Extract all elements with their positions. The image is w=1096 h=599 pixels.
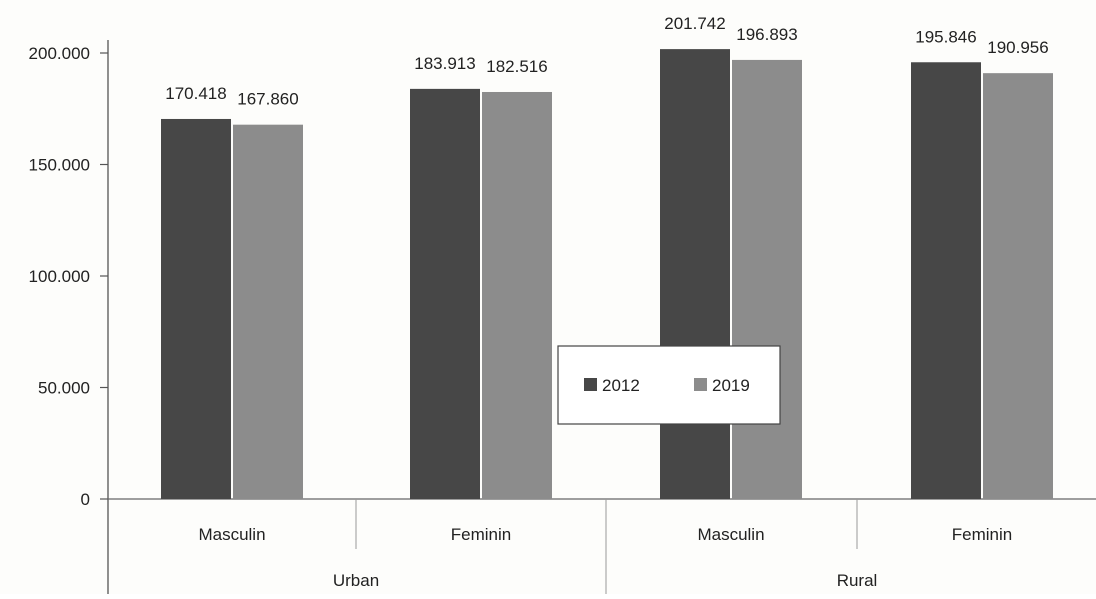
x-group-label: Rural xyxy=(837,571,878,590)
data-label: 183.913 xyxy=(414,54,475,73)
legend-swatch-2019 xyxy=(694,378,707,391)
data-label: 167.860 xyxy=(237,90,298,109)
bar-2012 xyxy=(161,118,231,499)
axes: 0 50.000 100.000 150.000 200.000 Masculin Femi… xyxy=(29,40,1096,594)
legend-label: 2019 xyxy=(712,376,750,395)
legend: 2012 2019 xyxy=(557,345,781,425)
x-category-label: Masculin xyxy=(697,525,764,544)
data-label: 195.846 xyxy=(915,27,976,46)
bar-2019 xyxy=(233,124,303,499)
y-tick-label: 50.000 xyxy=(38,379,90,398)
x-group-label: Urban xyxy=(333,571,379,590)
y-tick-label: 0 xyxy=(81,490,90,509)
data-label: 196.893 xyxy=(736,25,797,44)
bar-2012 xyxy=(660,49,730,499)
legend-swatch-2012 xyxy=(584,378,597,391)
bar-2019 xyxy=(983,73,1053,499)
data-label: 201.742 xyxy=(664,14,725,33)
bar-2012 xyxy=(410,88,480,499)
data-label: 170.418 xyxy=(165,84,226,103)
bars xyxy=(161,49,1053,499)
data-label: 182.516 xyxy=(486,57,547,76)
y-tick-label: 200.000 xyxy=(29,44,90,63)
data-label: 190.956 xyxy=(987,38,1048,57)
data-labels: 170.418 167.860 183.913 182.516 201.742 196.8… xyxy=(165,14,1048,109)
x-category-label: Masculin xyxy=(198,525,265,544)
bar-2012 xyxy=(911,62,981,499)
bar-2019 xyxy=(732,59,802,499)
y-tick-label: 100.000 xyxy=(29,267,90,286)
y-tick-label: 150.000 xyxy=(29,156,90,175)
bar-2019 xyxy=(482,91,552,499)
x-category-label: Feminin xyxy=(451,525,511,544)
x-category-label: Feminin xyxy=(952,525,1012,544)
legend-label: 2012 xyxy=(602,376,640,395)
